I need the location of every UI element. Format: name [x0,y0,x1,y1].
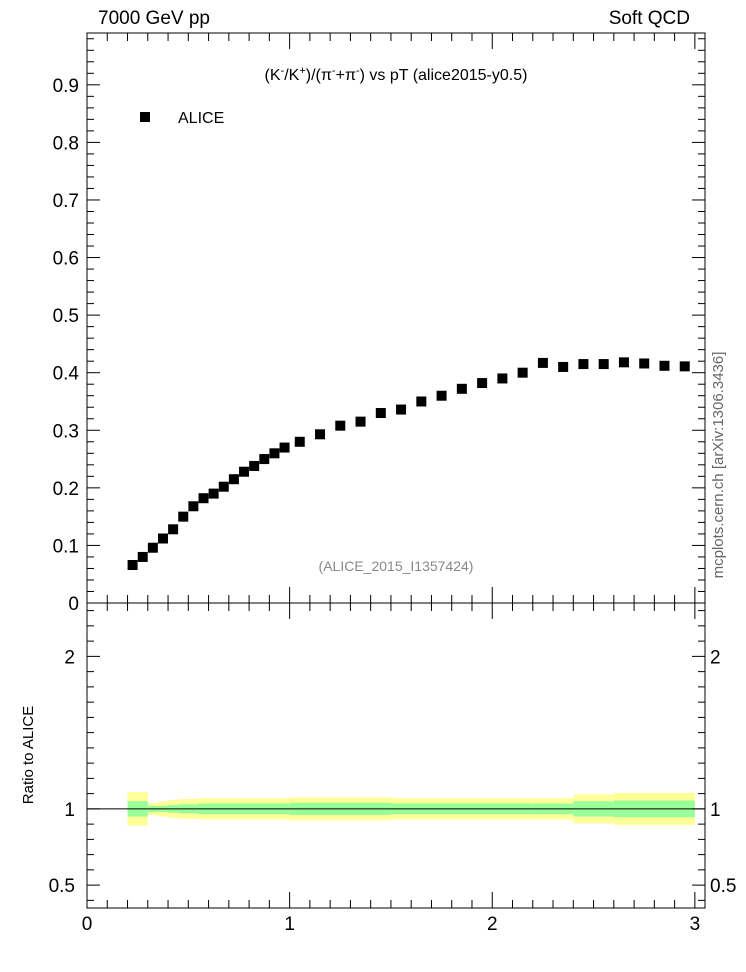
data-point [259,454,270,465]
data-point [639,358,650,369]
legend-entry: ALICE [178,110,224,127]
data-point [239,466,250,477]
title-part: - [281,65,285,77]
data-point [355,416,366,427]
y-tick-label: 0.4 [53,364,80,385]
data-point [178,511,189,522]
data-point [679,361,690,372]
legend-marker [140,112,150,122]
data-point [416,396,427,407]
ratio-y-axis-label: Ratio to ALICE [20,706,37,804]
header-right: Soft QCD [608,8,690,29]
y-tick-label: 0.3 [53,421,79,442]
ratio-y-tick-label-right: 0.5 [710,876,736,897]
analysis-annotation: (ALICE_2015_I1357424) [319,558,474,574]
data-point [208,488,219,499]
title-part: (K [265,67,281,84]
data-point [294,436,305,447]
x-tick-label: 0 [82,914,93,935]
x-tick-label: 1 [284,914,295,935]
y-tick-label: 0.7 [53,191,79,212]
data-point [249,460,260,471]
x-tick-label: 3 [690,914,701,935]
y-tick-label: 0.8 [53,133,79,154]
ratio-y-tick-label: 2 [64,647,75,668]
data-point [137,551,148,562]
ratio-plot-frame [86,602,706,909]
main-plot-markers [127,357,690,570]
ratio-y-tick-label: 0.5 [49,876,75,897]
data-point [578,359,589,370]
y-tick-label: 0.5 [53,306,79,327]
data-point [598,359,609,370]
ratio-y-tick-label-right: 1 [710,800,721,821]
data-point [497,373,508,384]
data-point [517,367,528,378]
header-left: 7000 GeV pp [98,8,210,29]
title-part: )/(π [306,67,332,84]
data-point [477,378,488,389]
y-tick-label: 0.9 [53,76,79,97]
side-label: mcplots.cern.ch [arXiv:1306.3436] [710,352,727,579]
main-plot-axes: 0.1 0.2 0.3 0.4 0.5 0.6 0.7 0.8 0.9 0 [53,32,706,615]
data-point [537,357,548,368]
y-tick-label: 0.6 [53,249,79,270]
y-tick-label-zero: 0 [68,594,79,615]
data-point [198,493,209,504]
data-point [228,474,239,485]
data-point [335,420,346,431]
data-point [188,501,199,512]
data-point [168,524,179,535]
y-tick-label: 0.1 [53,536,79,557]
title-part: /K [284,67,299,84]
data-point [127,560,138,570]
ratio-y-tick-label-right: 2 [710,647,721,668]
data-point [375,408,386,418]
title-part: ) vs pT (alice2015-y0.5) [360,67,528,84]
title-part: + [299,65,305,77]
data-point [218,481,229,492]
title-part: +π [336,67,356,84]
x-tick-label: 2 [487,914,498,935]
data-point [315,429,326,440]
ratio-plot-axes: 0.5 0.5 1 1 2 2 0 1 2 3 [49,602,736,935]
ratio-y-tick-label: 1 [64,800,75,821]
data-point [396,404,407,415]
data-point [558,361,569,372]
data-point [436,390,447,401]
data-point [157,533,168,544]
data-point [618,357,629,368]
title-part: - [332,65,336,77]
data-point [269,448,280,459]
plot-title: (K-/K+)/(π-+π-) vs pT (alice2015-y0.5) [265,65,528,84]
y-tick-label: 0.2 [53,479,79,500]
data-point [147,542,158,553]
data-point [456,383,467,394]
data-point [659,360,670,371]
title-part: - [356,65,360,77]
data-point [279,442,290,453]
